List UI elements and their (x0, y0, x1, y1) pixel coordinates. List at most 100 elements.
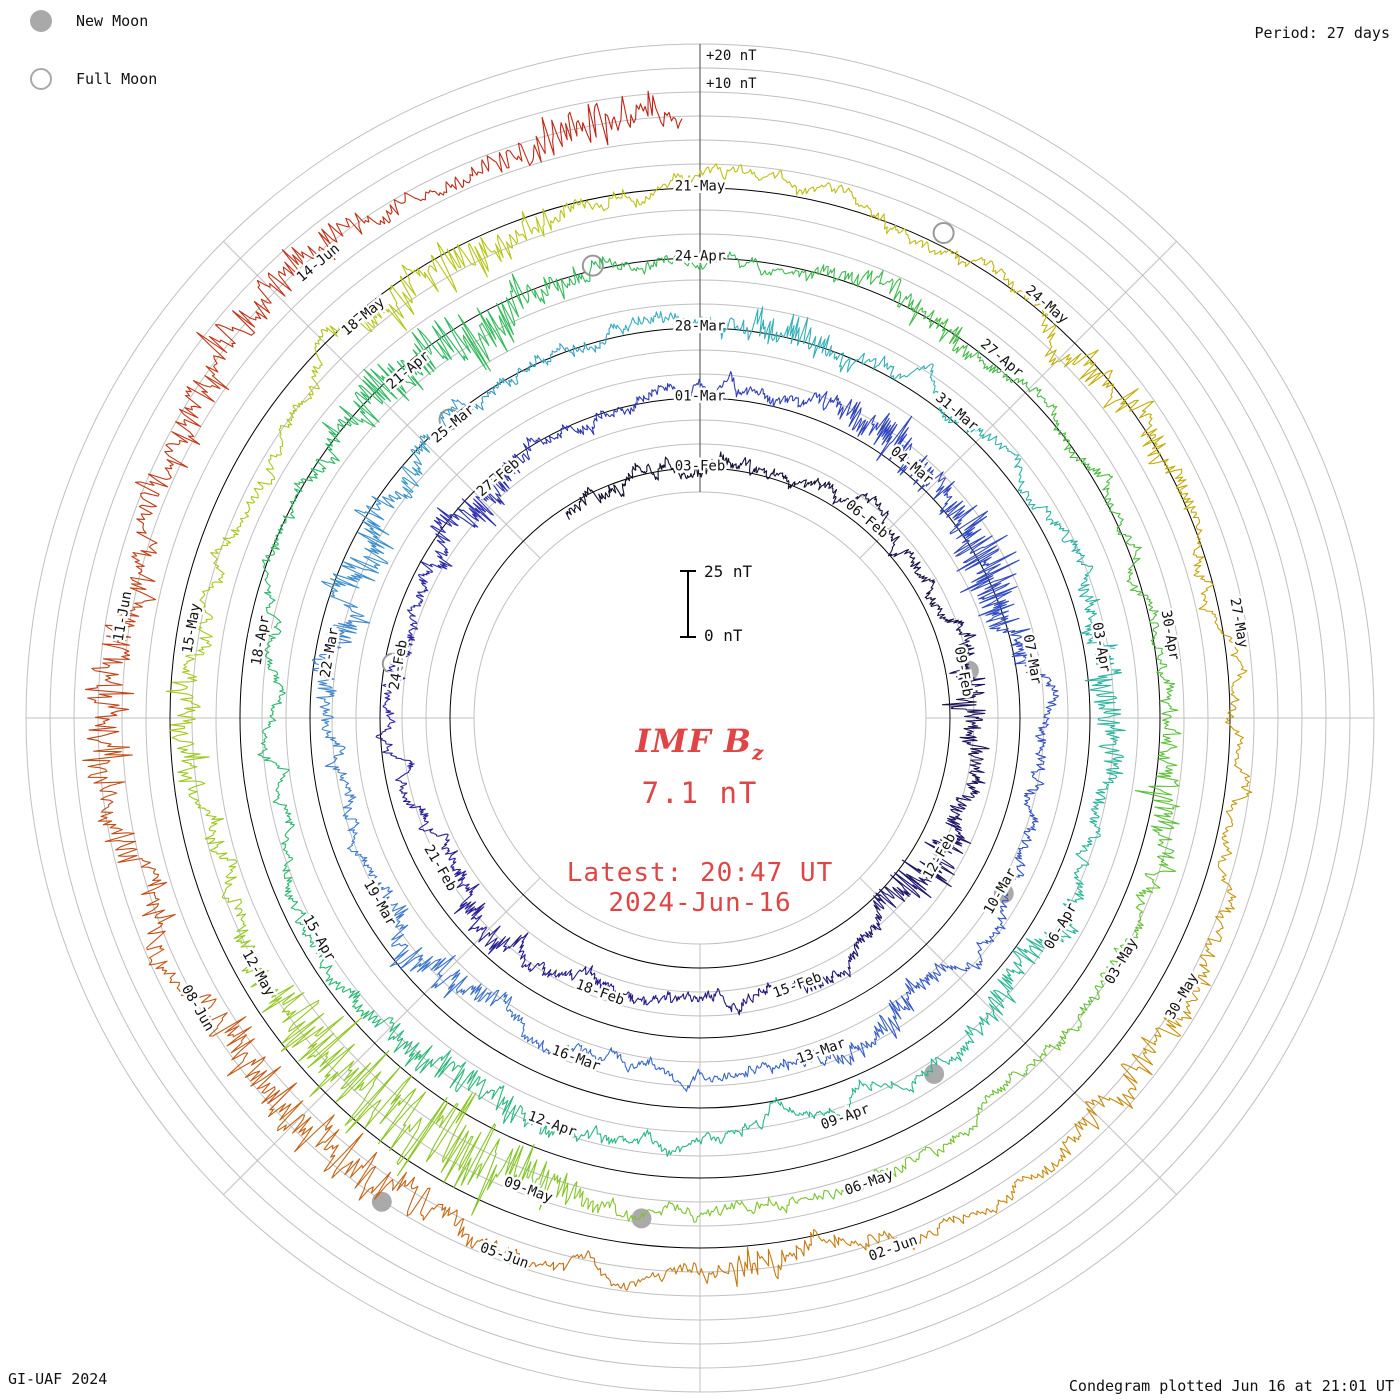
trace-segment (564, 965, 663, 1006)
trace-segment (382, 626, 419, 732)
trace-segment (389, 111, 583, 216)
trace-segment (175, 738, 242, 910)
trace-segment (1079, 360, 1197, 515)
new-moon-marker (631, 1208, 652, 1229)
date-label: 28-Mar (675, 319, 726, 335)
scale-bar-top-label: 25 nT (704, 562, 753, 581)
trace-segment (165, 562, 225, 740)
new-moon-marker (993, 883, 1014, 904)
trace-segment (401, 390, 496, 495)
radial-spoke (859, 241, 1177, 559)
new-moon-label: New Moon (76, 12, 149, 30)
trace-segment (424, 828, 486, 922)
chart-title-main: IMF B (635, 722, 752, 760)
trace-segment (361, 856, 434, 973)
new-moon-marker (924, 1063, 945, 1084)
trace-segment (367, 1015, 505, 1104)
date-label: 01-Mar (675, 389, 726, 405)
latest-date-label: 2024-Jun-16 (608, 888, 792, 918)
legend-full-moon-row: Full Moon (30, 68, 157, 90)
legend-new-moon-row: New Moon (30, 10, 148, 32)
trace-segment (467, 920, 567, 978)
trace-segment (416, 198, 588, 293)
trace-segment (1006, 1053, 1153, 1204)
date-label: 27-Apr (977, 336, 1026, 381)
chart-title-subscript: z (751, 740, 765, 765)
trace-segment (233, 908, 363, 1069)
trace-segment (613, 310, 753, 341)
trace-segment (526, 406, 634, 452)
trace-segment (925, 961, 1025, 1077)
rotation-baseline (309, 327, 1091, 1109)
date-label: 25-Mar (429, 402, 478, 447)
trace-segment (294, 264, 421, 408)
trace-segment (495, 1095, 645, 1145)
trace-segment (1192, 513, 1248, 697)
date-label: 03-Feb (675, 459, 726, 475)
trace-segment (453, 1123, 634, 1222)
trace-segment (1023, 703, 1057, 826)
trace-segment (988, 824, 1037, 943)
radial-spoke (223, 241, 541, 559)
chart-title: IMF Bz (0, 722, 1400, 764)
trace-segment (565, 462, 644, 520)
trace-segment (406, 516, 453, 629)
trace-segment (599, 251, 761, 275)
date-label: 24-May (1022, 282, 1071, 327)
date-label: 12-May (239, 947, 278, 999)
date-label: 27-Feb (474, 455, 523, 500)
trace-segment (581, 90, 683, 146)
trace-segment (643, 1096, 786, 1157)
full-moon-marker (381, 652, 404, 675)
trace-segment (883, 362, 1003, 446)
plotted-label: Condegram plotted Jun 16 at 21:01 UT (1068, 1377, 1394, 1395)
date-label: 16-Mar (550, 1042, 603, 1074)
trace-segment (849, 872, 932, 960)
spiral-trace (82, 90, 1253, 1291)
trace-segment (214, 210, 392, 348)
trace-segment (1125, 542, 1176, 700)
rotation-baseline (239, 257, 1161, 1179)
trace-segment (309, 1043, 482, 1188)
trace-segment (267, 1100, 444, 1221)
trace-segment (492, 323, 615, 396)
trace-segment (284, 887, 375, 1021)
trace-segment (939, 616, 986, 708)
trace-segment (772, 170, 946, 256)
trace-segment (321, 490, 413, 609)
trace-segment (897, 799, 972, 891)
trace-segment (730, 457, 820, 490)
trace-segment (1077, 561, 1123, 703)
date-label: 15-Apr (299, 912, 338, 964)
trace-segment (775, 1014, 898, 1071)
current-value: 7.1 nT (641, 776, 759, 810)
latest-time-label: Latest: 20:47 UT (566, 858, 834, 888)
date-label: 11-Jun (111, 590, 136, 643)
trace-segment (261, 431, 341, 581)
trace-segment (436, 443, 532, 528)
trace-segment (531, 1036, 654, 1073)
trace-segment (939, 493, 1020, 604)
date-label: 08-Jun (178, 982, 217, 1034)
trace-segment (1087, 701, 1126, 843)
trace-segment (812, 1199, 1008, 1251)
trace-segment (998, 442, 1085, 563)
trace-segment (1134, 698, 1182, 866)
trace-segment (784, 1070, 927, 1123)
date-label: 12-Apr (526, 1108, 579, 1140)
trace-segment (623, 1232, 814, 1291)
rotation-baseline (379, 397, 1021, 1039)
trace-segment (751, 306, 886, 373)
date-label: 24-Apr (675, 249, 726, 265)
trace-segment (963, 1012, 1083, 1137)
credit-label: GI-UAF 2024 (8, 1370, 108, 1388)
scale-bar-bottom-label: 0 nT (704, 626, 743, 645)
trace-segment (652, 1061, 777, 1092)
radial-spoke (223, 877, 541, 1195)
trace-segment (1045, 402, 1132, 544)
radial-spokes (26, 44, 1374, 1392)
trace-segment (257, 735, 295, 889)
full-moon-marker (932, 222, 955, 244)
trace-segment (146, 942, 298, 1111)
date-label: 09-May (502, 1174, 555, 1206)
